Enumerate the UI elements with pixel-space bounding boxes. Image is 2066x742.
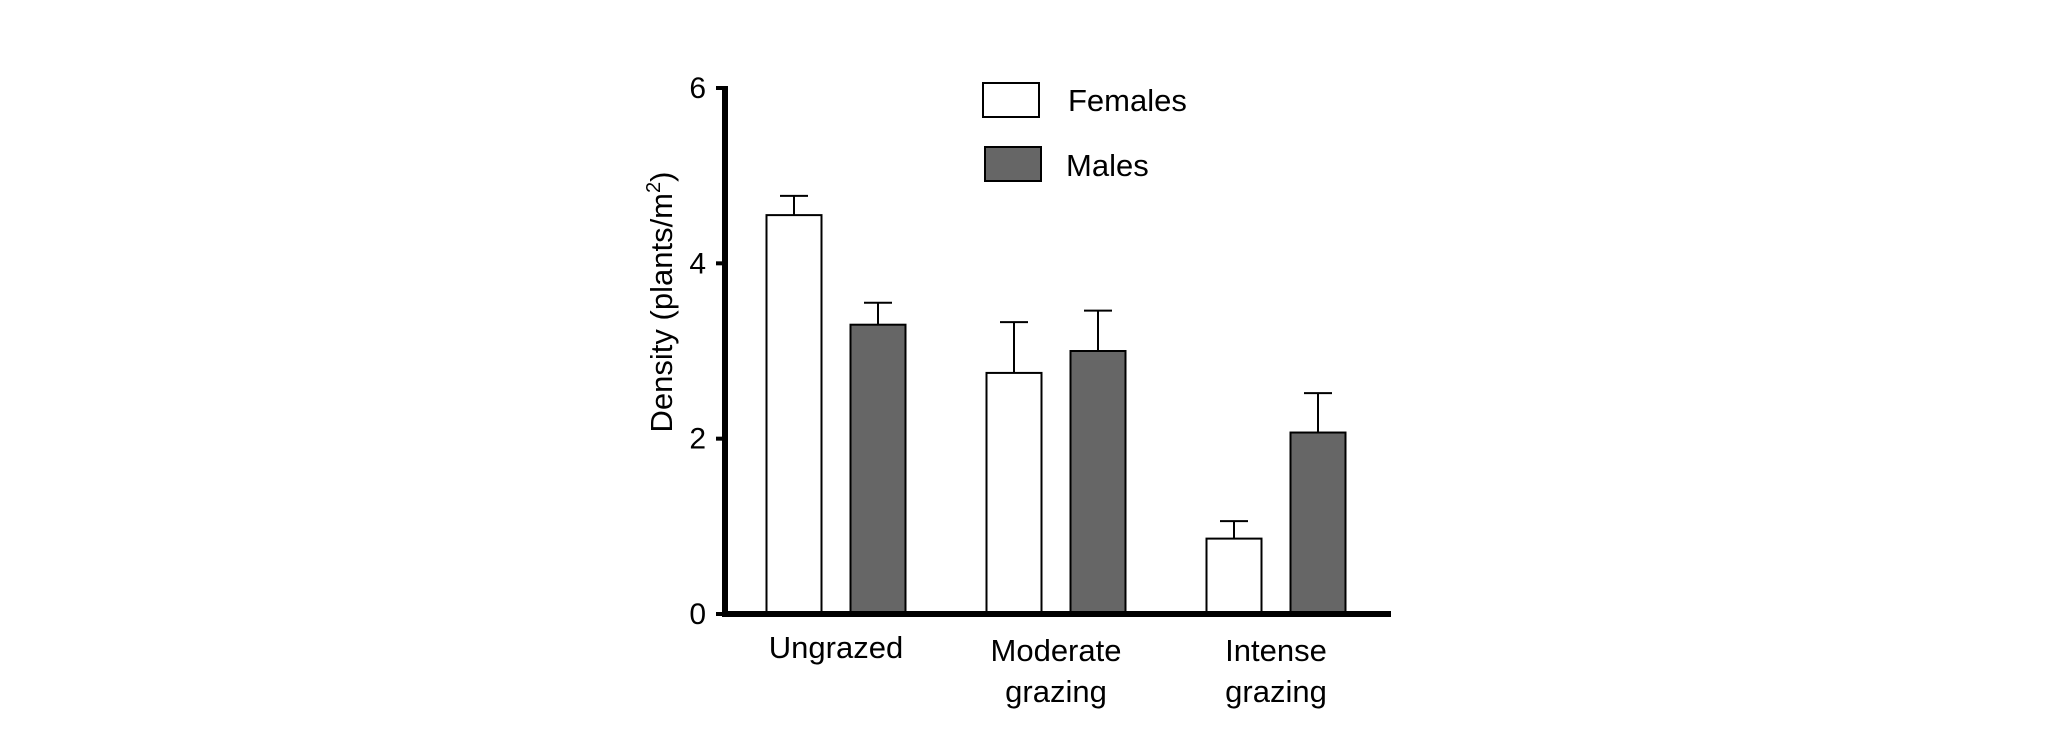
y-axis-title-sup: 2 <box>643 182 665 193</box>
bar-females-1 <box>985 371 1043 615</box>
bar-males-0 <box>849 323 907 615</box>
ticks-layer: 0 2 4 6 <box>689 72 725 631</box>
y-tick-label-1: 2 <box>689 423 706 456</box>
category-label-1-1: grazing <box>1005 674 1107 709</box>
legend-swatch-females <box>982 82 1040 118</box>
bar-females-0 <box>765 214 823 615</box>
bar-males-1 <box>1069 350 1127 615</box>
y-tick-label-0: 0 <box>689 598 706 631</box>
y-axis-title-close: ) <box>644 172 679 182</box>
category-labels: Ungrazed Moderate grazing Intense grazing <box>769 630 1327 709</box>
y-tick-label-2: 4 <box>689 247 706 280</box>
category-label-0-0: Ungrazed <box>769 630 903 665</box>
legend: Females Males <box>982 82 1187 183</box>
legend-label-females: Females <box>1068 83 1187 118</box>
category-label-2-0: Intense <box>1225 633 1327 668</box>
bar-females-2 <box>1205 537 1263 616</box>
axes-layer <box>722 86 1391 617</box>
y-axis-title: Density (plants/m2) <box>643 172 679 433</box>
category-label-2-1: grazing <box>1225 674 1327 709</box>
bars-layer <box>765 194 1347 616</box>
bar-males-2 <box>1289 431 1347 615</box>
legend-swatch-males <box>984 146 1042 182</box>
y-tick-label-3: 6 <box>689 72 706 105</box>
category-label-1-0: Moderate <box>991 633 1122 668</box>
legend-label-males: Males <box>1066 148 1149 183</box>
y-axis-title-main: Density (plants/m <box>644 193 679 432</box>
